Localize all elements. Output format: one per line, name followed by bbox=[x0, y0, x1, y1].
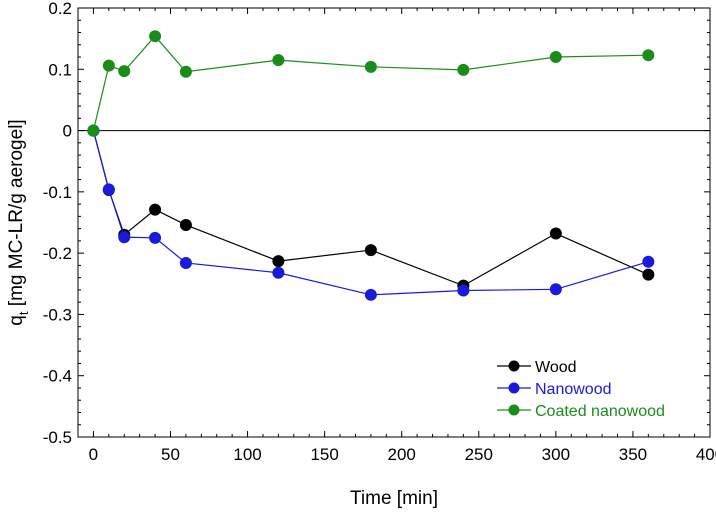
data-point-nanowood bbox=[179, 256, 192, 269]
data-point-coated-nanowood bbox=[102, 59, 115, 72]
data-point-coated-nanowood bbox=[149, 30, 162, 43]
y-axis-title: qt [mg MC-LR/g aerogel] bbox=[6, 119, 31, 325]
legend-marker-nanowood bbox=[508, 382, 520, 394]
data-point-wood bbox=[642, 268, 655, 281]
data-point-coated-nanowood bbox=[549, 51, 562, 64]
legend-label-wood: Wood bbox=[535, 359, 577, 376]
data-point-nanowood bbox=[149, 231, 162, 244]
legend: Wood Nanowood Coated nanowood bbox=[497, 359, 665, 420]
data-point-nanowood bbox=[642, 255, 655, 268]
data-point-coated-nanowood bbox=[457, 63, 470, 76]
legend-label-nanowood: Nanowood bbox=[535, 381, 612, 398]
legend-label-coated-nanowood: Coated nanowood bbox=[535, 403, 665, 420]
series-line-coated-nanowood bbox=[92, 35, 649, 131]
y-axis-title-sub: t bbox=[16, 311, 31, 315]
data-point-wood bbox=[272, 255, 285, 268]
data-point-nanowood bbox=[549, 283, 562, 296]
y-tick-label: -0.4 bbox=[43, 367, 72, 386]
y-tick-label: -0.2 bbox=[43, 244, 72, 263]
data-point-coated-nanowood bbox=[118, 65, 131, 78]
axis-labels: 0 50 100 150 200 250 300 350 400 0.2 0.1 0 -0.1 -0.2 -… bbox=[43, 0, 716, 464]
series-layer bbox=[87, 30, 655, 301]
y-tick-label: 0.2 bbox=[48, 0, 72, 18]
y-tick-label: -0.1 bbox=[43, 183, 72, 202]
data-point-coated-nanowood bbox=[364, 60, 377, 73]
y-axis-title-rest: [mg MC-LR/g aerogel] bbox=[6, 119, 27, 311]
data-point-nanowood bbox=[102, 183, 115, 196]
x-tick-label: 400 bbox=[696, 445, 716, 464]
data-point-nanowood bbox=[118, 231, 131, 244]
y-tick-label: -0.5 bbox=[43, 428, 72, 447]
data-point-nanowood bbox=[364, 288, 377, 301]
x-tick-label: 200 bbox=[388, 445, 416, 464]
y-axis-title-main: q bbox=[6, 315, 27, 326]
axis-ticks bbox=[77, 7, 711, 438]
data-point-coated-nanowood bbox=[272, 54, 285, 67]
data-point-coated-nanowood bbox=[87, 124, 100, 137]
data-point-wood bbox=[549, 227, 562, 240]
data-point-coated-nanowood bbox=[642, 49, 655, 62]
data-point-nanowood bbox=[272, 266, 285, 279]
x-tick-label: 250 bbox=[465, 445, 493, 464]
data-point-wood bbox=[364, 244, 377, 257]
y-tick-label: -0.3 bbox=[43, 305, 72, 324]
data-point-wood bbox=[179, 218, 192, 231]
x-tick-label: 150 bbox=[310, 445, 338, 464]
data-point-coated-nanowood bbox=[179, 65, 192, 78]
x-tick-label: 0 bbox=[89, 445, 98, 464]
legend-marker-wood bbox=[508, 360, 520, 372]
x-tick-label: 350 bbox=[619, 445, 647, 464]
legend-marker-coated-nanowood bbox=[508, 404, 520, 416]
series-line-nanowood bbox=[92, 130, 649, 296]
y-tick-label: 0.1 bbox=[48, 60, 72, 79]
series-line-wood bbox=[92, 130, 649, 287]
x-tick-label: 50 bbox=[161, 445, 180, 464]
y-tick-label: 0 bbox=[63, 122, 72, 141]
data-point-wood bbox=[149, 203, 162, 216]
x-tick-label: 300 bbox=[542, 445, 570, 464]
plot-frame bbox=[77, 7, 711, 438]
data-point-nanowood bbox=[457, 284, 470, 297]
x-tick-label: 100 bbox=[233, 445, 261, 464]
x-axis-title: Time [min] bbox=[350, 488, 438, 509]
